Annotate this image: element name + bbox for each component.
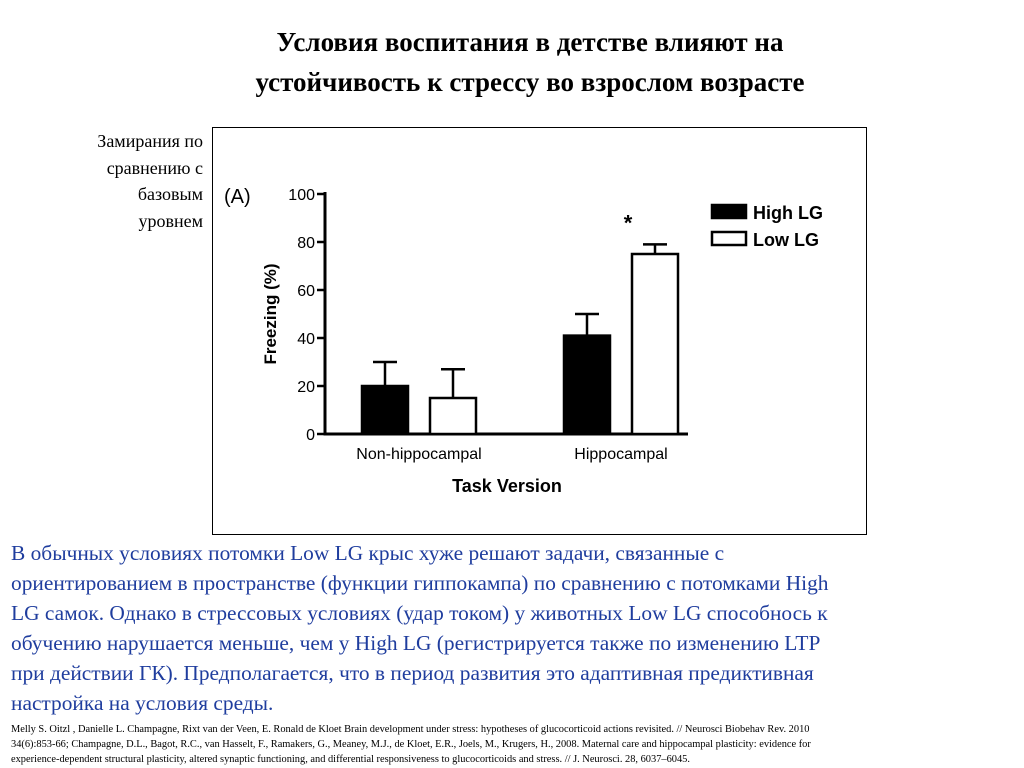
body-line-2: ориентированием в пространстве (функции … xyxy=(11,571,829,595)
y-tick-label: 80 xyxy=(297,235,315,252)
x-axis-label: Task Version xyxy=(452,476,562,496)
caption-line-2: сравнению с xyxy=(106,157,203,178)
y-tick-label: 20 xyxy=(297,379,315,396)
x-tick-label: Non-hippocampal xyxy=(356,446,481,463)
y-axis-caption: Замирания по сравнению с базовым уровнем xyxy=(40,128,203,234)
bar-high-lg xyxy=(562,334,612,436)
x-tick-label: Hippocampal xyxy=(574,446,667,463)
reference-line-3: experience-dependent structural plastici… xyxy=(11,754,690,765)
caption-line-4: уровнем xyxy=(138,210,203,231)
y-axis-label: Freezing (%) xyxy=(261,263,280,364)
bar-low-lg xyxy=(630,252,680,436)
significance-marker: * xyxy=(624,210,633,235)
chart-frame: 0 20 40 60 80 100 Freezing (%) (A) Non-hippocamp… xyxy=(212,127,867,535)
references: Melly S. Oitzl , Danielle L. Champagne, … xyxy=(11,722,1016,767)
bar-high-lg xyxy=(360,384,410,436)
caption-line-3: базовым xyxy=(137,184,203,204)
caption-line-1: Замирания по xyxy=(97,131,203,151)
legend-swatch xyxy=(710,203,748,220)
body-line-4: обучению нарушается меньше, чем у High L… xyxy=(11,631,821,655)
body-line-3: LG самок. Однако в стрессовых условиях (… xyxy=(11,601,828,625)
title-line-1: Условия воспитания в детстве влияют на xyxy=(276,27,784,57)
body-paragraph: В обычных условиях потомки Low LG крыс х… xyxy=(11,538,1016,718)
body-line-6: настройка на условия среды. xyxy=(11,691,274,715)
body-line-5: при действии ГК). Предполагается, что в … xyxy=(11,661,814,685)
reference-line-1: Melly S. Oitzl , Danielle L. Champagne, … xyxy=(11,724,810,735)
body-line-1: В обычных условиях потомки Low LG крыс х… xyxy=(11,541,725,565)
panel-label: (A) xyxy=(224,186,251,208)
legend-label: Low LG xyxy=(753,230,819,250)
y-tick-label: 60 xyxy=(297,283,315,300)
title-line-2: устойчивость к стрессу во взрослом возра… xyxy=(255,67,805,97)
y-tick-label: 0 xyxy=(306,427,315,444)
bar-chart: 0 20 40 60 80 100 Freezing (%) (A) Non-hippocamp… xyxy=(224,186,823,496)
reference-line-2: 34(6):853-66; Champagne, D.L., Bagot, R.… xyxy=(11,739,811,750)
slide-title: Условия воспитания в детстве влияют на у… xyxy=(150,22,910,102)
bar-low-lg xyxy=(428,396,478,436)
y-tick-label: 100 xyxy=(288,187,315,204)
y-tick-label: 40 xyxy=(297,331,315,348)
legend-swatch xyxy=(710,230,748,247)
legend-label: High LG xyxy=(753,203,823,223)
